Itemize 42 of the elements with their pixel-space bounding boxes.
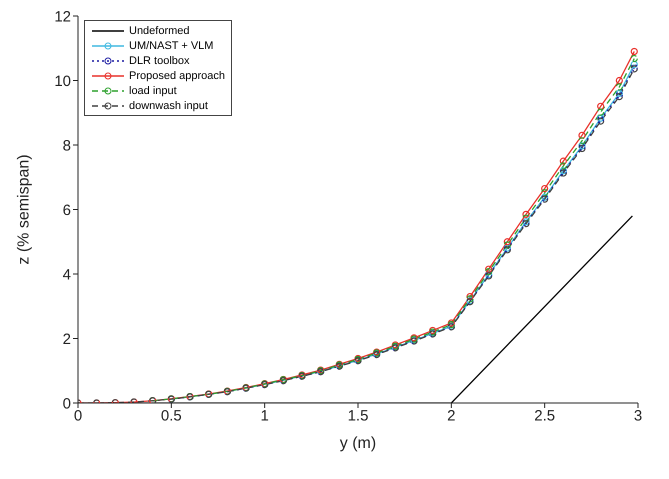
y-tick-label: 6 [62, 202, 71, 219]
point [616, 83, 623, 91]
x-tick-label: 2 [447, 408, 456, 425]
point [541, 184, 548, 192]
legend-label: DLR toolbox [129, 54, 190, 66]
point [560, 158, 567, 165]
point [485, 266, 492, 273]
y-tick-label: 4 [62, 266, 71, 284]
legend-label: load input [129, 84, 177, 96]
y-tick-label: 12 [54, 8, 71, 26]
point [578, 137, 586, 144]
y-tick-label: 10 [54, 72, 71, 90]
legend-label: UM/NAST + VLM [129, 40, 214, 52]
legend-label: Undeformed [129, 24, 190, 36]
point [522, 214, 530, 222]
point [485, 268, 492, 276]
point [597, 108, 604, 116]
legend-label: downwash input [129, 100, 208, 112]
y-tick-label: 2 [62, 330, 71, 348]
y-tick-label: 8 [62, 137, 71, 154]
point [578, 132, 586, 139]
x-tick-label: 0 [74, 408, 82, 425]
x-tick-label: 1.5 [348, 408, 368, 425]
point [597, 102, 604, 110]
x-axis-title: y (m) [340, 435, 376, 452]
x-tick-label: 0.5 [160, 408, 182, 425]
x-tick-label: 1 [260, 408, 269, 425]
point [630, 54, 638, 62]
y-axis-title: z (% semispan) [16, 154, 33, 265]
point [541, 189, 548, 196]
y-tick-label: 0 [62, 395, 71, 412]
point [522, 210, 530, 218]
legend-label: Proposed approach [129, 70, 226, 82]
point [630, 48, 638, 56]
point [466, 292, 474, 300]
x-tick-label: 2.5 [534, 408, 556, 425]
point [504, 238, 511, 246]
point [616, 76, 623, 84]
x-tick-label: 3 [634, 408, 642, 425]
point [504, 241, 511, 249]
point [630, 60, 638, 68]
point [560, 162, 567, 170]
